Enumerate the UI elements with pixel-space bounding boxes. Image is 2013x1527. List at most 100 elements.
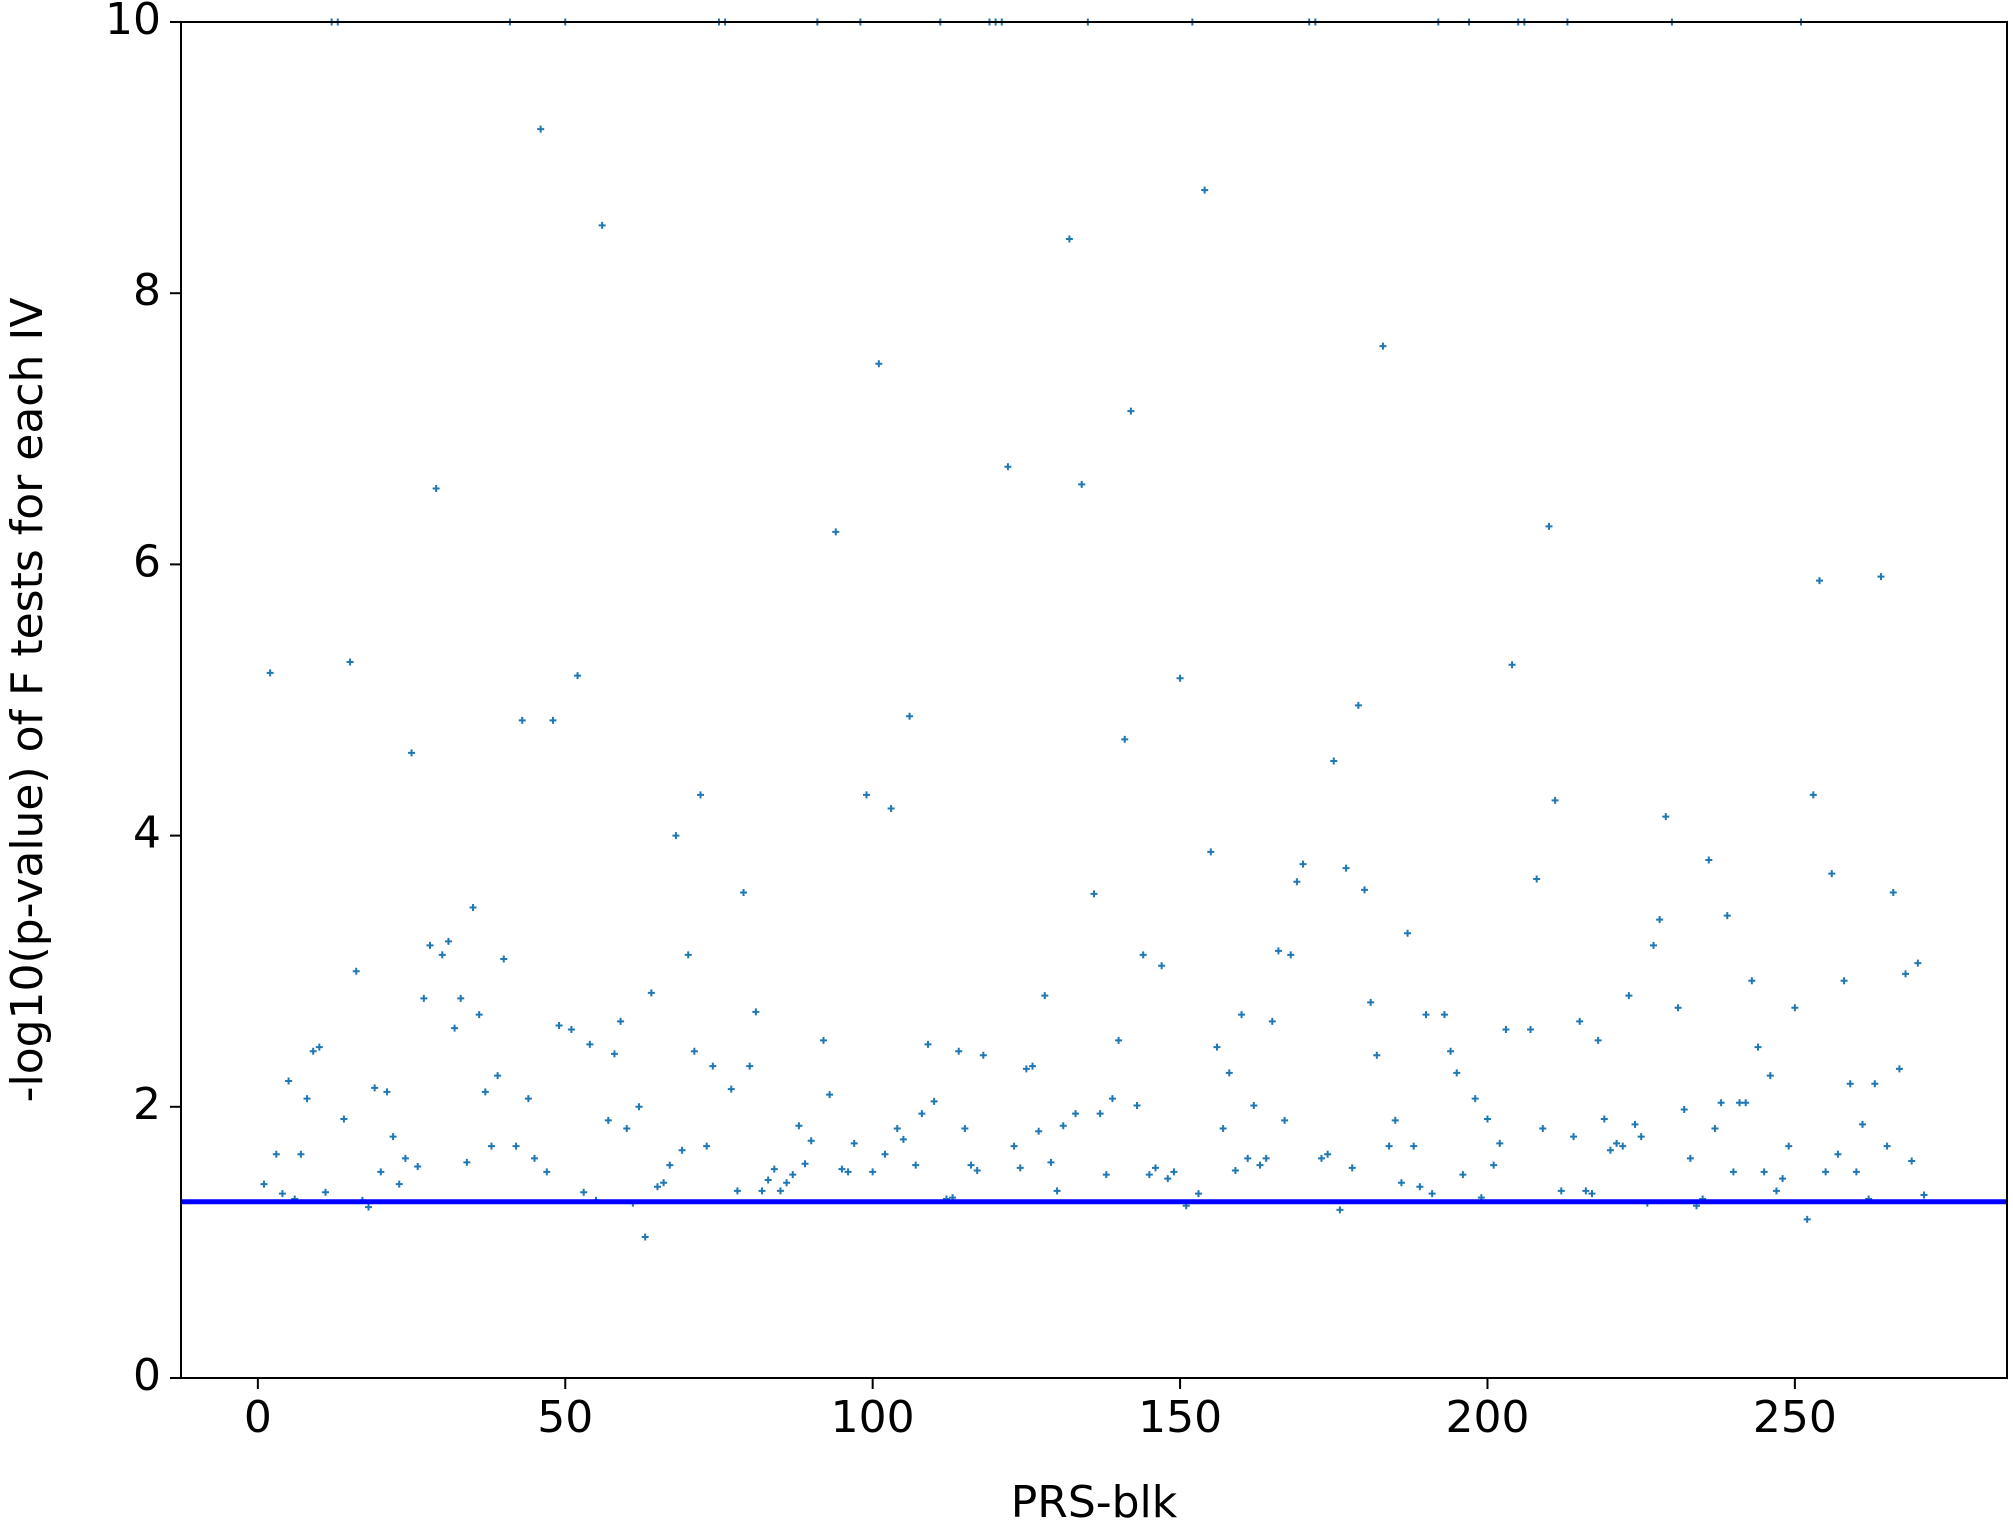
point	[844, 1168, 852, 1176]
point	[623, 1125, 631, 1132]
point	[1164, 1175, 1172, 1183]
point	[1078, 480, 1086, 488]
point	[660, 1179, 668, 1187]
point	[647, 989, 655, 997]
point	[979, 1051, 987, 1059]
point	[1440, 1011, 1448, 1019]
point	[1649, 941, 1657, 949]
point	[365, 1203, 373, 1211]
point	[555, 1021, 563, 1029]
point	[1410, 1142, 1418, 1150]
point	[733, 1187, 741, 1195]
point	[1625, 992, 1633, 1000]
y-tick-label: 10	[105, 0, 161, 45]
point	[1828, 870, 1836, 878]
point	[869, 1168, 877, 1176]
point	[1871, 1080, 1879, 1088]
point	[758, 1187, 766, 1195]
point	[1815, 577, 1823, 585]
point	[1539, 1125, 1547, 1132]
point	[1527, 1026, 1535, 1034]
point	[1902, 970, 1910, 978]
point	[371, 1084, 379, 1092]
point	[1238, 1011, 1246, 1019]
point	[1779, 1175, 1787, 1183]
point	[863, 791, 871, 799]
point	[1385, 1142, 1393, 1150]
point	[1686, 1154, 1694, 1162]
point	[1317, 1154, 1325, 1162]
point	[1047, 1158, 1055, 1166]
point	[1791, 1004, 1799, 1012]
point	[1889, 889, 1897, 897]
point	[1914, 959, 1922, 967]
point	[1250, 1101, 1258, 1109]
point	[1281, 1116, 1289, 1124]
point	[1391, 1116, 1399, 1124]
y-tick-label: 2	[133, 1079, 161, 1130]
point	[1213, 1043, 1221, 1051]
point	[850, 1139, 858, 1147]
point	[653, 1183, 661, 1191]
point	[500, 955, 508, 963]
point	[285, 1077, 293, 1085]
point	[1723, 912, 1731, 920]
point	[1299, 860, 1307, 868]
point	[1736, 1099, 1744, 1107]
point	[1613, 1139, 1621, 1147]
point	[1274, 947, 1282, 955]
point	[1754, 1043, 1762, 1051]
point	[1840, 977, 1848, 985]
point	[672, 832, 680, 840]
point	[494, 1072, 502, 1080]
point	[826, 1091, 834, 1099]
point	[1428, 1190, 1436, 1198]
point	[1059, 1122, 1067, 1130]
y-tick-label: 8	[133, 265, 161, 316]
point	[309, 1047, 317, 1055]
point	[321, 1188, 329, 1196]
x-tick-label: 100	[831, 1392, 915, 1443]
plot-frame	[180, 21, 2008, 1379]
point	[967, 1161, 975, 1169]
y-tick-label: 0	[133, 1350, 161, 1401]
point	[1766, 1072, 1774, 1080]
point	[955, 1047, 963, 1055]
y-tick-label: 6	[133, 536, 161, 587]
point	[1447, 1047, 1455, 1055]
point	[1656, 916, 1664, 924]
point	[1158, 962, 1166, 970]
point	[617, 1017, 625, 1025]
point	[574, 672, 582, 680]
point	[881, 1150, 889, 1158]
point	[1576, 1017, 1584, 1025]
point	[807, 1137, 815, 1145]
point	[678, 1146, 686, 1154]
point	[1176, 674, 1184, 682]
point	[1287, 951, 1295, 959]
point	[1453, 1069, 1461, 1077]
point	[1557, 1187, 1565, 1195]
point	[746, 1062, 754, 1070]
point	[1010, 1142, 1018, 1150]
point	[1545, 522, 1553, 530]
point	[1225, 1069, 1233, 1077]
point	[1508, 661, 1516, 669]
point	[1852, 1168, 1860, 1176]
point	[973, 1167, 981, 1175]
point	[383, 1088, 391, 1096]
point	[1354, 701, 1362, 709]
point	[1600, 1115, 1608, 1123]
point	[1121, 735, 1129, 743]
point	[1022, 1065, 1030, 1073]
point	[1268, 1017, 1276, 1025]
point	[1717, 1099, 1725, 1107]
point	[1096, 1110, 1104, 1118]
point	[303, 1095, 311, 1103]
point	[1471, 1095, 1479, 1103]
point	[1035, 1127, 1043, 1135]
point	[1729, 1168, 1737, 1176]
point	[924, 1040, 932, 1048]
point	[1293, 878, 1301, 886]
point	[340, 1115, 348, 1123]
